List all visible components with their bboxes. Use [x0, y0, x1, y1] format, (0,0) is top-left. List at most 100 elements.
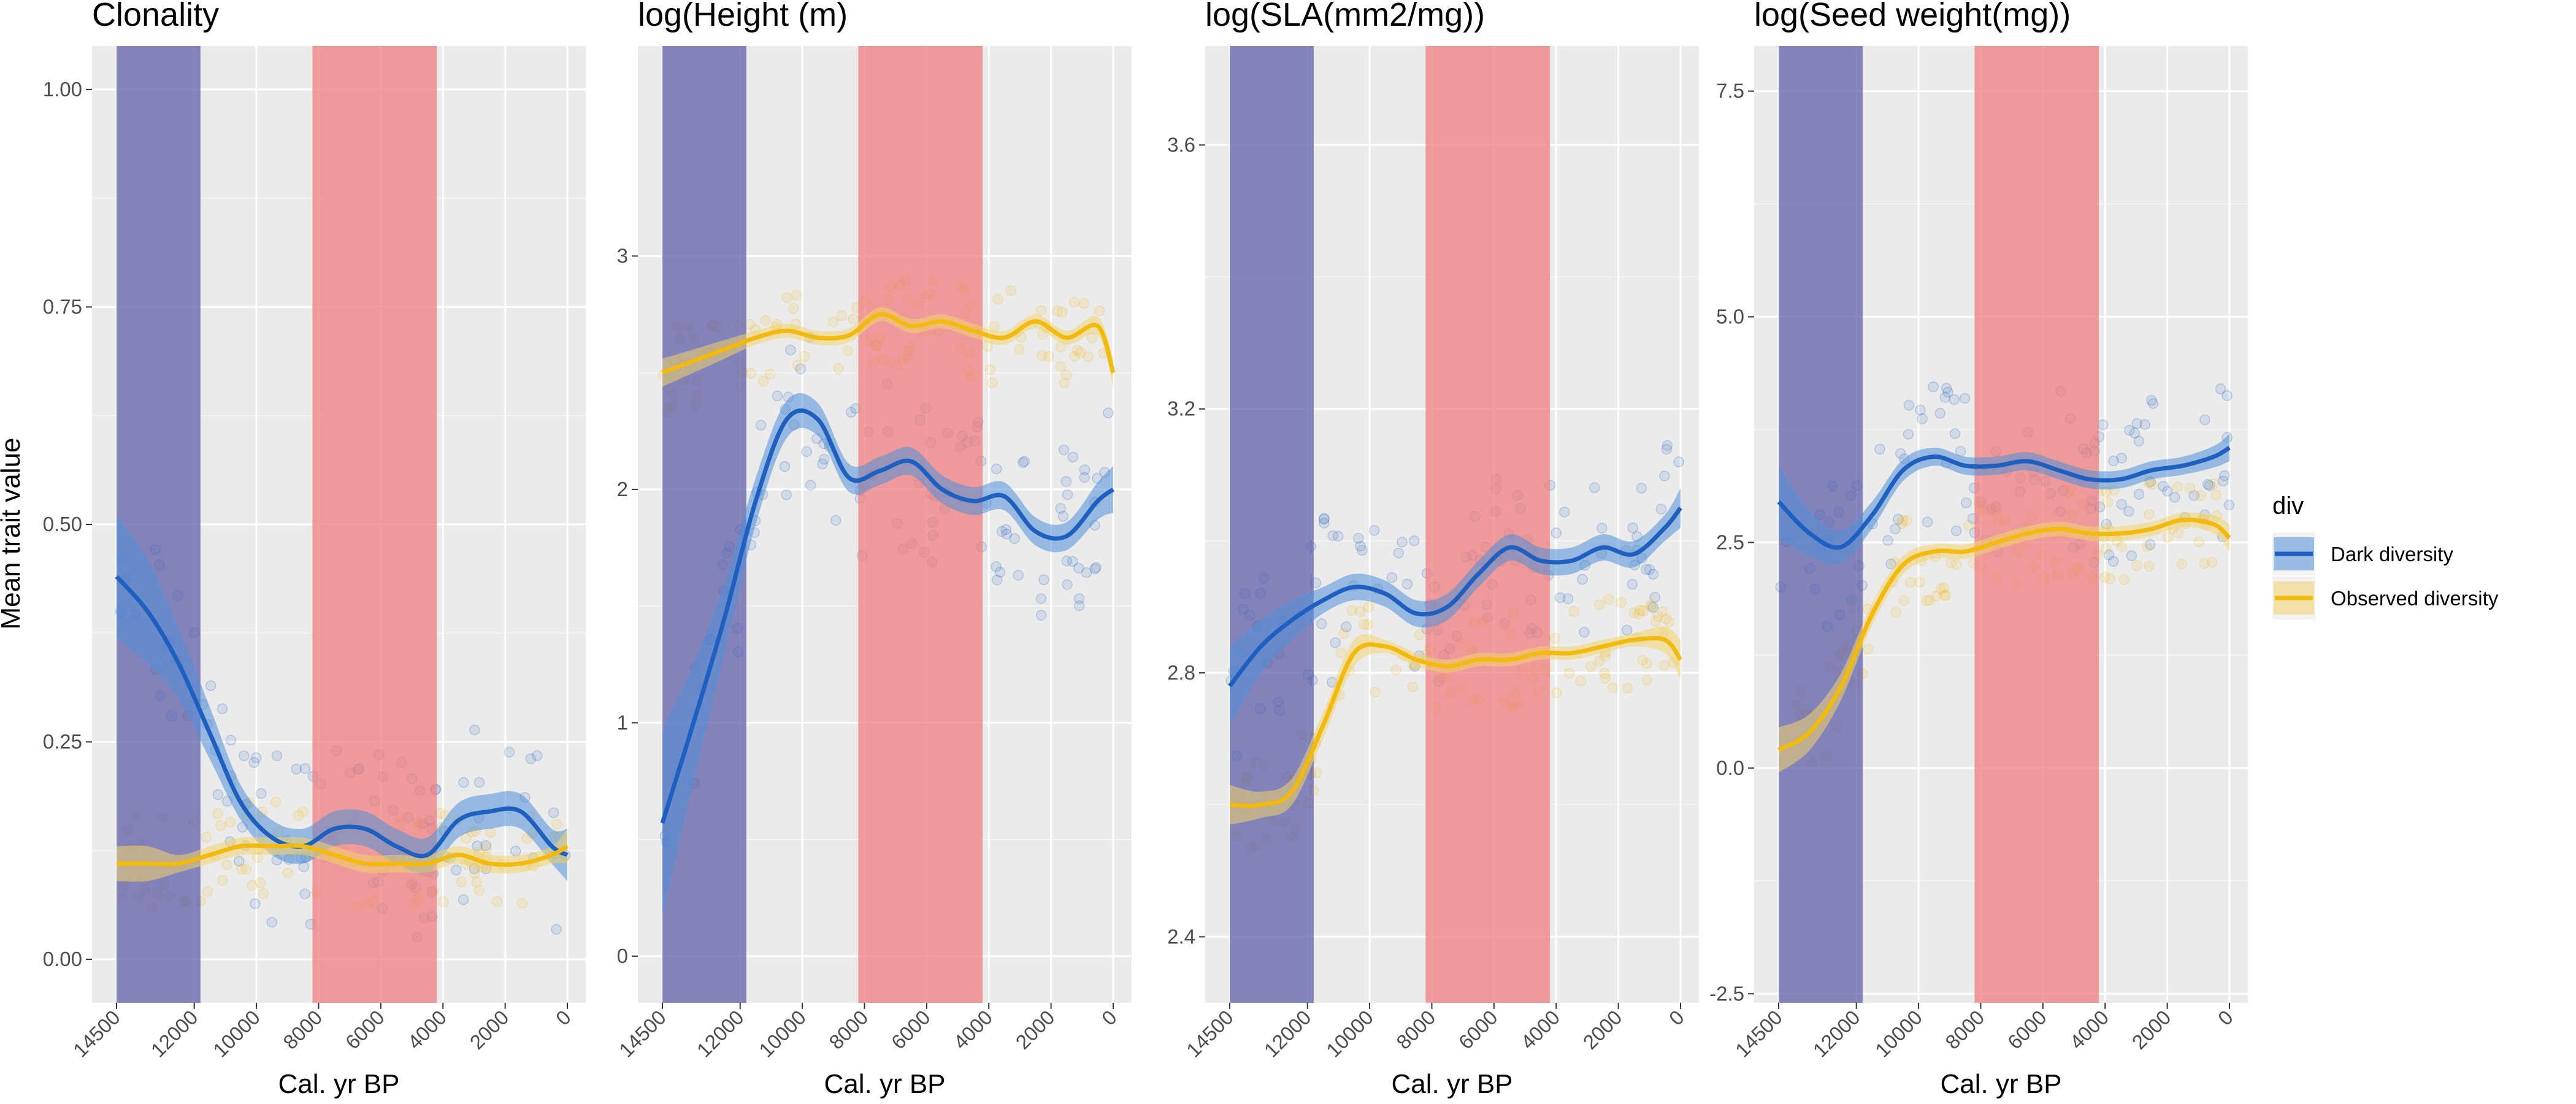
data-point — [2223, 499, 2235, 511]
data-point — [1627, 522, 1638, 534]
data-point — [473, 776, 485, 788]
data-point — [2162, 532, 2174, 543]
y-tick-label: 0.25 — [43, 730, 82, 753]
data-point — [2215, 383, 2226, 394]
series-line-observed — [1777, 517, 2231, 753]
data-point — [1628, 607, 1639, 619]
confidence-band-dark — [1230, 488, 1681, 726]
data-point — [1890, 523, 1901, 535]
data-point — [1057, 307, 1068, 318]
data-point — [1035, 593, 1047, 604]
data-point — [1647, 602, 1658, 613]
data-point — [458, 777, 469, 788]
data-point — [991, 561, 1002, 572]
data-point — [1949, 394, 1960, 405]
data-point — [212, 789, 224, 800]
data-point — [2162, 486, 2173, 497]
data-point — [551, 818, 562, 830]
data-point — [1641, 675, 1653, 686]
data-point — [992, 294, 1003, 305]
data-point — [1019, 456, 1030, 467]
data-point — [1067, 556, 1078, 567]
data-point — [1052, 305, 1063, 316]
y-tick-label: 0 — [617, 945, 628, 967]
data-point — [1963, 519, 1974, 531]
data-point — [991, 463, 1002, 475]
data-point — [1355, 540, 1366, 552]
data-point — [1408, 535, 1420, 546]
data-point — [779, 461, 791, 472]
data-point — [1083, 351, 1094, 362]
data-point — [299, 763, 311, 774]
data-point — [1549, 632, 1560, 644]
data-point — [994, 567, 1006, 578]
x-axis-title: Cal. yr BP — [824, 1069, 945, 1099]
data-point — [1901, 515, 1912, 526]
y-tick-label: 2 — [617, 478, 628, 500]
data-point — [1577, 573, 1588, 585]
data-point — [1641, 564, 1652, 575]
data-point — [1354, 606, 1366, 617]
y-tick-label: 2.4 — [1167, 925, 1195, 948]
data-point — [1917, 413, 1928, 424]
data-point — [1616, 597, 1627, 608]
data-point — [830, 515, 841, 526]
data-point — [531, 750, 543, 761]
data-point — [996, 526, 1008, 537]
panel-title: log(SLA(mm2/mg)) — [1205, 0, 1485, 33]
data-point — [984, 364, 996, 375]
data-point — [1559, 507, 1570, 518]
data-point — [1922, 516, 1933, 527]
data-point — [1593, 599, 1605, 610]
data-point — [1363, 602, 1374, 613]
data-point — [1079, 472, 1090, 483]
data-point — [225, 735, 237, 746]
data-point — [792, 359, 803, 371]
data-point — [2141, 541, 2153, 553]
data-point — [1641, 658, 1652, 669]
data-point — [1646, 599, 1657, 610]
data-point — [1058, 444, 1070, 456]
series-line-observed — [117, 843, 569, 867]
legend-label: Observed diversity — [2331, 587, 2499, 610]
data-point — [2147, 478, 2158, 490]
shaded-period-mid — [1425, 46, 1551, 1003]
data-point — [817, 458, 828, 470]
data-point — [2104, 573, 2115, 585]
data-point — [480, 840, 491, 851]
data-point — [250, 752, 262, 764]
data-point — [1073, 600, 1085, 611]
data-point — [212, 808, 223, 819]
data-point — [1647, 569, 1659, 580]
data-point — [485, 827, 496, 838]
data-point — [2188, 490, 2199, 501]
data-point — [2144, 509, 2155, 520]
data-point — [1607, 682, 1619, 694]
data-point — [2100, 543, 2112, 554]
data-point — [1903, 399, 1914, 411]
data-point — [1575, 675, 1586, 687]
data-point — [1081, 567, 1092, 578]
data-point — [1594, 655, 1605, 667]
data-point — [2221, 390, 2233, 401]
data-point — [1941, 383, 1952, 394]
data-point — [1318, 513, 1330, 525]
data-point — [1657, 606, 1668, 618]
data-point — [469, 867, 480, 879]
data-point — [1078, 298, 1090, 309]
data-point — [1649, 591, 1660, 603]
data-point — [1597, 523, 1608, 534]
data-point — [1928, 381, 1939, 393]
data-point — [785, 344, 796, 356]
data-point — [256, 788, 267, 799]
data-point — [1059, 378, 1070, 389]
data-point — [1949, 428, 1961, 440]
data-point — [201, 831, 212, 843]
data-point — [848, 313, 859, 325]
data-point — [299, 888, 310, 900]
data-point — [1368, 524, 1380, 536]
data-point — [1316, 618, 1327, 629]
data-point — [2158, 480, 2169, 492]
data-point — [801, 446, 813, 458]
